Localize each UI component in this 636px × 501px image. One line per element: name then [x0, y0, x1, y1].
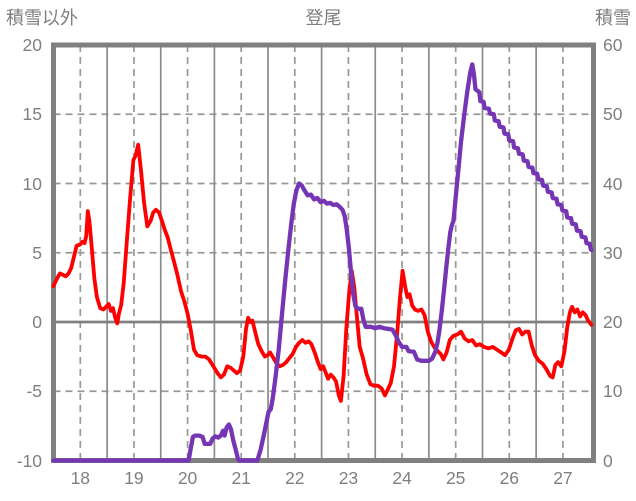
left-axis-tick-label: -10	[16, 450, 42, 471]
right-axis-tick-label: 30	[603, 242, 623, 263]
left-axis-tick-label: 0	[32, 312, 42, 332]
chart-title: 登尾	[305, 8, 342, 28]
right-axis-tick-label: 60	[603, 35, 623, 55]
right-axis-title: 積雪	[595, 8, 631, 28]
x-axis-tick-label: 27	[553, 468, 573, 488]
x-axis-tick-label: 22	[285, 468, 305, 488]
right-axis-tick-label: 50	[603, 104, 623, 125]
x-axis-tick-label: 19	[124, 468, 144, 488]
right-axis-tick-label: 20	[603, 312, 623, 332]
right-axis-tick-label: 10	[603, 381, 623, 402]
left-axis-title: 積雪以外	[6, 8, 78, 28]
left-axis-tick-label: 15	[22, 104, 42, 125]
x-axis-tick-label: 24	[392, 468, 412, 488]
right-axis-tick-label: 40	[603, 173, 623, 194]
x-axis-tick-label: 25	[445, 468, 466, 488]
x-axis-tick-label: 20	[177, 468, 198, 488]
left-axis-tick-label: -5	[26, 381, 42, 402]
x-axis-tick-label: 26	[499, 468, 520, 488]
plot-border	[51, 42, 596, 463]
left-axis-tick-label: 5	[32, 242, 42, 263]
x-axis-tick-label: 21	[231, 468, 251, 488]
right-axis-tick-label: 0	[603, 450, 613, 471]
series-line-red	[51, 142, 594, 403]
series-line-purple	[51, 62, 594, 463]
x-axis-tick-label: 18	[70, 468, 91, 488]
left-axis-tick-label: 20	[22, 35, 42, 55]
x-axis-tick-label: 23	[338, 468, 359, 488]
left-axis-tick-label: 10	[22, 173, 42, 194]
